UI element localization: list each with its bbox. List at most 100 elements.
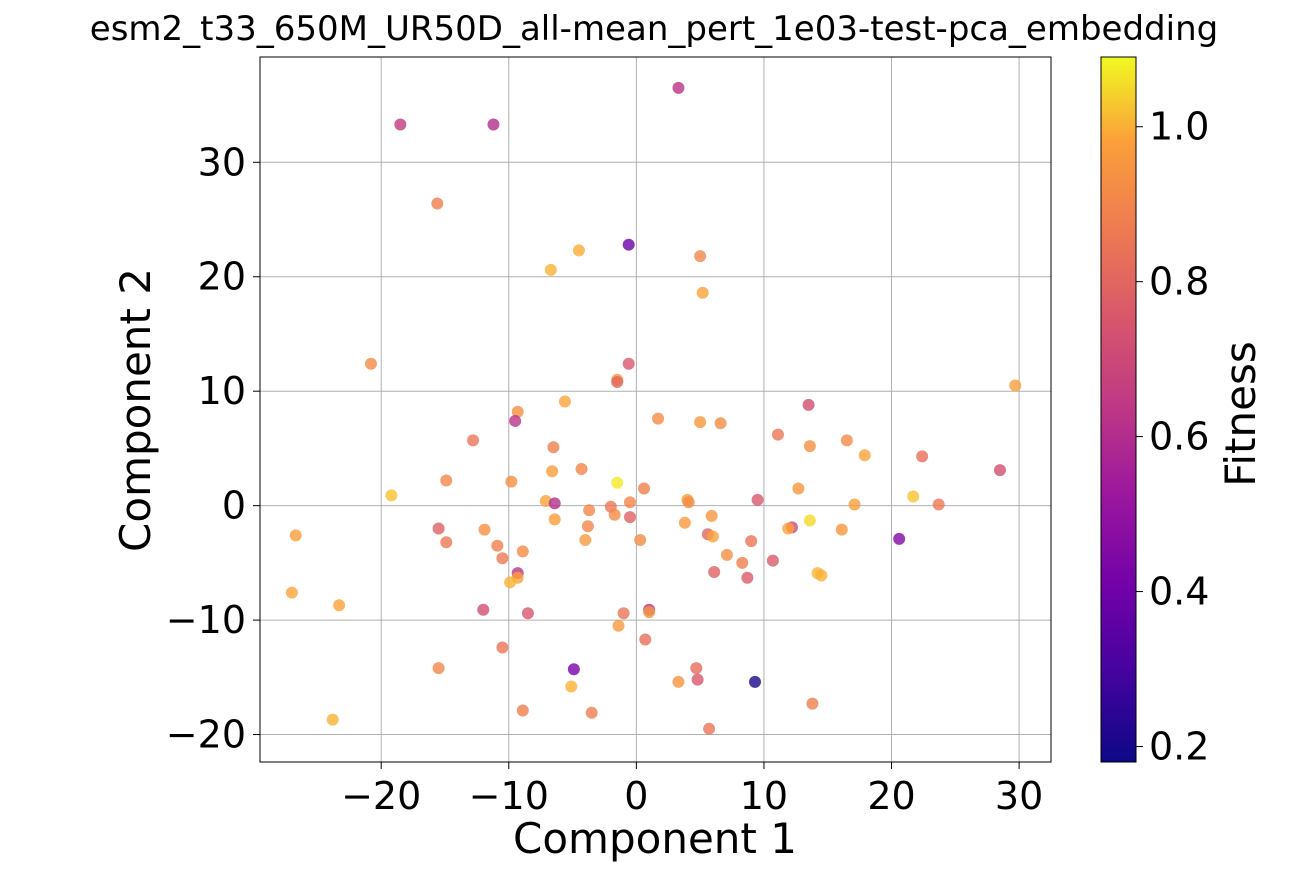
scatter-point [907, 490, 920, 503]
scatter-point [638, 482, 651, 495]
x-tick-label: 20 [867, 774, 915, 818]
scatter-point [714, 417, 727, 430]
scatter-point [394, 118, 407, 131]
scatter-point [623, 496, 636, 509]
scatter-point [565, 680, 578, 693]
scatter-point [639, 633, 652, 646]
scatter-point [736, 556, 749, 569]
scatter-point [622, 238, 635, 251]
scatter-point [511, 405, 524, 418]
scatter-point [652, 412, 665, 425]
scatter-point [585, 706, 598, 719]
colorbar-label: Fitness [1216, 341, 1265, 486]
scatter-point [792, 482, 805, 495]
scatter-point [745, 535, 758, 548]
colorbar-ticks: 0.2 0.4 0.6 0.8 1.0 [1136, 105, 1209, 769]
y-tick-label: 10 [198, 369, 246, 413]
scatter-point [672, 81, 685, 94]
scatter-point [546, 465, 559, 478]
y-tick-label: 0 [222, 484, 246, 528]
scatter-point [491, 539, 504, 552]
scatter-point [487, 118, 500, 131]
scatter-point [803, 514, 816, 527]
scatter-point [385, 489, 398, 502]
x-tick-label: 10 [740, 774, 788, 818]
scatter-point [505, 475, 518, 488]
scatter-point [623, 511, 636, 524]
scatter-point [581, 520, 594, 533]
scatter-point [333, 599, 346, 612]
scatter-point [326, 713, 339, 726]
scatter-point [749, 675, 762, 688]
scatter-point [575, 463, 588, 476]
scatter-point [678, 516, 691, 529]
scatter-point [932, 498, 945, 511]
scatter-point [690, 662, 703, 675]
scatter-point [815, 569, 828, 582]
y-tick-label: 20 [198, 255, 246, 299]
scatter-point [432, 662, 445, 675]
scatter-point [558, 395, 571, 408]
scatter-point [289, 529, 302, 542]
scatter-point [771, 428, 784, 441]
x-axis-ticks: −20 −10 0 10 20 30 [341, 762, 1043, 818]
y-tick-label: −20 [166, 713, 246, 757]
colorbar-tick-label: 0.8 [1149, 260, 1209, 304]
scatter-point [516, 704, 529, 717]
x-tick-label: 0 [624, 774, 648, 818]
scatter-point [696, 286, 709, 299]
plot-frame [259, 56, 1052, 763]
grid-lines [260, 57, 1051, 762]
scatter-point [364, 357, 377, 370]
scatter-point [691, 673, 704, 686]
scatter-point [835, 523, 848, 536]
scatter-point [858, 449, 871, 462]
scatter-point [548, 513, 561, 526]
colorbar-tick-label: 0.2 [1149, 725, 1209, 769]
scatter-point [432, 522, 445, 535]
y-axis-label: Component 2 [111, 268, 160, 552]
scatter-point [509, 414, 522, 427]
data-points [285, 81, 1022, 735]
scatter-point [516, 545, 529, 558]
scatter-point [611, 376, 624, 389]
scatter-point [1009, 379, 1022, 392]
scatter-point [504, 576, 517, 589]
x-tick-label: −20 [341, 774, 421, 818]
scatter-point [848, 498, 861, 511]
scatter-point [567, 663, 580, 676]
chart-title: esm2_t33_650M_UR50D_all-mean_pert_1e03-t… [90, 9, 1218, 49]
scatter-point [806, 697, 819, 710]
y-axis-ticks: −20 −10 0 10 20 30 [166, 140, 260, 757]
scatter-point [694, 416, 707, 429]
x-tick-label: −10 [469, 774, 549, 818]
scatter-point [643, 606, 656, 619]
scatter-point [617, 607, 630, 620]
scatter-point [544, 263, 557, 276]
scatter-point [478, 523, 491, 536]
scatter-point [608, 508, 621, 521]
scatter-point [766, 554, 779, 567]
scatter-point [694, 250, 707, 263]
scatter-point [477, 603, 490, 616]
colorbar-tick-label: 0.4 [1149, 570, 1209, 614]
scatter-point [672, 675, 685, 688]
scatter-point [705, 509, 718, 522]
scatter-point [548, 497, 561, 510]
scatter-point [572, 244, 585, 257]
scatter-point [893, 532, 906, 545]
scatter-point [467, 434, 480, 447]
x-tick-label: 30 [995, 774, 1043, 818]
scatter-point [496, 552, 509, 565]
scatter-point [706, 530, 719, 543]
scatter-point [703, 722, 716, 735]
scatter-point [440, 536, 453, 549]
scatter-point [708, 566, 721, 579]
scatter-point [547, 441, 560, 454]
colorbar-tick-label: 0.6 [1149, 415, 1209, 459]
scatter-point [840, 434, 853, 447]
scatter-point [440, 474, 453, 487]
scatter-point [802, 398, 815, 411]
scatter-point [916, 450, 929, 463]
